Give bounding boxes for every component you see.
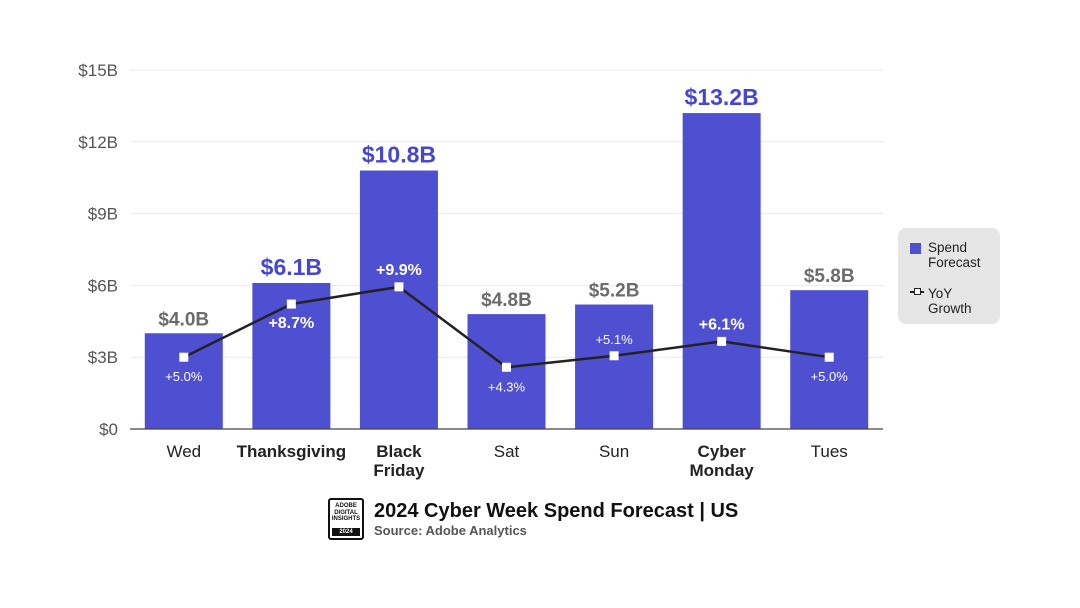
yoy-value-label: +5.0% bbox=[165, 369, 203, 384]
y-tick-label: $6B bbox=[88, 276, 118, 295]
legend-text-line: Growth bbox=[928, 301, 972, 316]
legend-item-yoy-growth: YoY Growth bbox=[910, 286, 972, 316]
legend: Spend Forecast YoY Growth bbox=[898, 228, 1000, 324]
y-tick-label: $12B bbox=[78, 133, 118, 152]
yoy-point bbox=[394, 282, 404, 292]
x-category-label: Black Friday bbox=[373, 442, 425, 480]
x-category-label: Tues bbox=[811, 442, 848, 461]
x-category-label: Thanksgiving bbox=[237, 442, 347, 461]
yoy-value-label: +8.7% bbox=[268, 315, 314, 332]
legend-line-swatch bbox=[910, 286, 924, 297]
legend-item-spend-forecast: Spend Forecast bbox=[910, 240, 981, 270]
y-tick-label: $15B bbox=[78, 61, 118, 80]
chart-footer: ADOBE DIGITAL INSIGHTS 2024 2024 Cyber W… bbox=[328, 498, 738, 540]
bar bbox=[682, 113, 761, 429]
chart-source: Source: Adobe Analytics bbox=[374, 523, 527, 538]
bar bbox=[359, 170, 438, 429]
bar-value-label: $10.8B bbox=[362, 142, 436, 168]
x-category-label: Sat bbox=[494, 442, 520, 461]
legend-text-line: Forecast bbox=[928, 255, 981, 270]
bar-value-label: $6.1B bbox=[261, 254, 322, 280]
yoy-point bbox=[179, 352, 189, 362]
yoy-point bbox=[286, 299, 296, 309]
bar-value-label: $5.8B bbox=[804, 266, 855, 287]
bar-value-label: $5.2B bbox=[589, 281, 640, 302]
adobe-digital-insights-badge: ADOBE DIGITAL INSIGHTS 2024 bbox=[328, 498, 364, 540]
y-tick-label: $3B bbox=[88, 348, 118, 367]
legend-text-line: Spend bbox=[928, 240, 968, 255]
y-tick-label: $9B bbox=[88, 205, 118, 224]
yoy-point bbox=[717, 336, 727, 346]
yoy-point bbox=[824, 352, 834, 362]
legend-bar-swatch bbox=[910, 243, 921, 254]
y-tick-label: $0 bbox=[99, 420, 118, 439]
bar-value-label: $4.8B bbox=[481, 290, 532, 311]
bar-value-label: $4.0B bbox=[158, 309, 209, 330]
yoy-value-label: +6.1% bbox=[699, 316, 745, 333]
badge-text: ADOBE DIGITAL INSIGHTS bbox=[331, 503, 361, 522]
yoy-value-label: +5.1% bbox=[595, 332, 633, 347]
badge-year: 2024 bbox=[332, 528, 360, 536]
yoy-point bbox=[502, 362, 511, 372]
yoy-point bbox=[609, 351, 619, 361]
legend-text-line: YoY bbox=[928, 286, 953, 301]
yoy-value-label: +4.3% bbox=[488, 379, 526, 394]
legend-label-yoy-growth: YoY Growth bbox=[928, 286, 972, 316]
bar bbox=[144, 333, 223, 429]
legend-label-spend-forecast: Spend Forecast bbox=[928, 240, 981, 270]
yoy-value-label: +5.0% bbox=[811, 369, 849, 384]
x-category-label: Wed bbox=[166, 442, 201, 461]
bar bbox=[575, 304, 654, 429]
x-category-label: Cyber Monday bbox=[690, 442, 755, 480]
chart-title: 2024 Cyber Week Spend Forecast | US bbox=[374, 500, 739, 522]
yoy-value-label: +9.9% bbox=[376, 262, 422, 279]
x-category-label: Sun bbox=[599, 442, 629, 461]
bar-value-label: $13.2B bbox=[685, 84, 759, 110]
